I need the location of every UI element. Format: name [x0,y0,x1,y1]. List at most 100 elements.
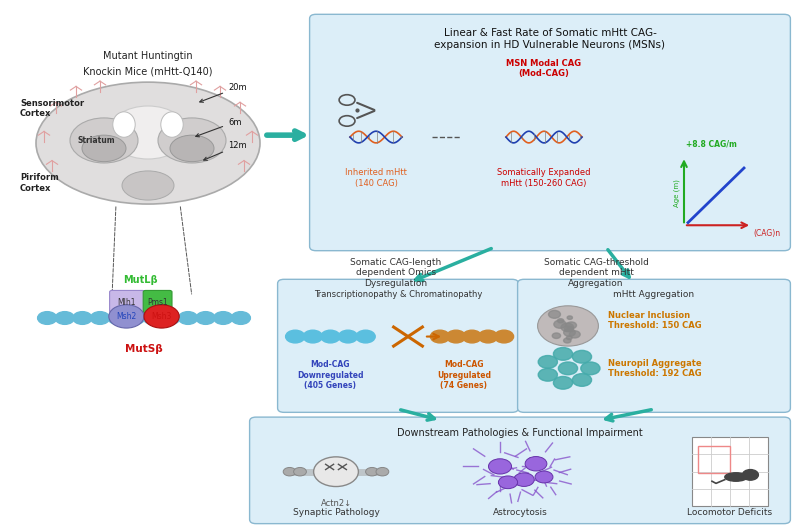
Text: Msh3: Msh3 [151,312,172,321]
Circle shape [303,330,322,343]
Circle shape [554,348,573,360]
Circle shape [514,473,534,487]
Circle shape [366,467,378,476]
Circle shape [214,312,233,324]
Circle shape [538,356,558,368]
Ellipse shape [158,118,226,163]
Circle shape [178,312,198,324]
Ellipse shape [725,473,747,481]
Circle shape [55,312,74,324]
FancyBboxPatch shape [518,279,790,412]
Circle shape [566,336,572,340]
Text: Knockin Mice (mHtt-Q140): Knockin Mice (mHtt-Q140) [83,67,213,77]
Circle shape [283,467,296,476]
Circle shape [538,368,558,381]
Circle shape [430,330,450,343]
Text: mHtt Aggregation: mHtt Aggregation [614,290,694,299]
Text: Transcriptionopathy & Chromatinopathy: Transcriptionopathy & Chromatinopathy [314,290,482,299]
Circle shape [489,459,511,474]
Text: Mod-CAG
Upregulated
(74 Genes): Mod-CAG Upregulated (74 Genes) [437,360,491,390]
Circle shape [321,330,340,343]
Text: Locomotor Deficits: Locomotor Deficits [687,508,773,517]
Ellipse shape [36,82,260,204]
Circle shape [462,330,482,343]
Circle shape [126,312,145,324]
Circle shape [498,476,518,489]
Text: 12m: 12m [204,142,246,161]
FancyBboxPatch shape [250,417,790,524]
Text: Mlh1: Mlh1 [117,298,136,306]
Text: +8.8 CAG/m: +8.8 CAG/m [686,139,737,148]
Circle shape [109,305,144,328]
Text: Somatically Expanded
mHtt (150-260 CAG): Somatically Expanded mHtt (150-260 CAG) [498,169,590,188]
Circle shape [549,311,561,319]
Circle shape [538,306,598,346]
Text: Downstream Pathologies & Functional Impairment: Downstream Pathologies & Functional Impa… [397,428,643,438]
FancyBboxPatch shape [143,290,172,313]
Circle shape [535,471,553,483]
Circle shape [161,312,180,324]
Circle shape [525,456,547,471]
Circle shape [446,330,466,343]
Circle shape [143,312,162,324]
Ellipse shape [161,112,183,137]
Circle shape [314,457,358,487]
Circle shape [494,330,514,343]
FancyBboxPatch shape [278,279,518,412]
Text: Striatum: Striatum [77,136,115,145]
Circle shape [566,322,577,329]
Text: Mutant Huntingtin: Mutant Huntingtin [103,51,193,61]
Circle shape [561,323,574,331]
Circle shape [90,312,110,324]
Circle shape [742,470,758,480]
Circle shape [554,320,566,328]
Text: (CAG)n: (CAG)n [754,229,781,239]
Circle shape [231,312,250,324]
Text: 20m: 20m [200,83,246,102]
Bar [698,446,730,473]
Circle shape [294,467,306,476]
Text: Somatic CAG-threshold
dependent mHtt
Aggregation: Somatic CAG-threshold dependent mHtt Agg… [543,258,649,288]
Ellipse shape [70,118,138,163]
Circle shape [356,330,375,343]
Circle shape [564,329,575,337]
Circle shape [144,305,179,328]
Circle shape [38,312,57,324]
Bar [692,437,768,506]
Circle shape [196,312,215,324]
Text: Astrocytosis: Astrocytosis [493,508,547,517]
Text: Piriform
Cortex: Piriform Cortex [20,173,58,192]
Ellipse shape [113,112,135,137]
Circle shape [376,467,389,476]
Circle shape [73,312,92,324]
Ellipse shape [170,135,214,162]
Circle shape [286,330,305,343]
Circle shape [478,330,498,343]
Text: MSN Modal CAG
(Mod-CAG): MSN Modal CAG (Mod-CAG) [506,59,582,78]
Circle shape [567,316,573,320]
Circle shape [558,319,564,323]
Circle shape [572,350,591,363]
Circle shape [108,312,127,324]
Circle shape [558,362,578,375]
Ellipse shape [122,171,174,200]
Text: Synaptic Pathology: Synaptic Pathology [293,508,379,517]
Ellipse shape [82,135,126,162]
Text: Age (m): Age (m) [674,180,680,207]
Text: Somatic CAG-length
dependent Omics
Dysregulation: Somatic CAG-length dependent Omics Dysre… [350,258,442,288]
Text: Sensorimotor
Cortex: Sensorimotor Cortex [20,99,84,118]
Text: Inherited mHtt
(140 CAG): Inherited mHtt (140 CAG) [345,169,407,188]
FancyBboxPatch shape [310,14,790,251]
Circle shape [565,326,573,332]
Text: MutSβ: MutSβ [125,344,163,355]
Text: Actn2↓: Actn2↓ [321,499,351,508]
FancyBboxPatch shape [110,290,145,313]
Circle shape [581,362,600,375]
Circle shape [563,338,571,343]
Text: Mod-CAG
Downregulated
(405 Genes): Mod-CAG Downregulated (405 Genes) [297,360,364,390]
Circle shape [570,331,580,338]
Text: Linear & Fast Rate of Somatic mHtt CAG-
expansion in HD Vulnerable Neurons (MSNs: Linear & Fast Rate of Somatic mHtt CAG- … [434,28,666,50]
Text: Nuclear Inclusion
Threshold: 150 CAG: Nuclear Inclusion Threshold: 150 CAG [608,311,702,330]
Circle shape [572,374,591,386]
Circle shape [554,376,573,389]
